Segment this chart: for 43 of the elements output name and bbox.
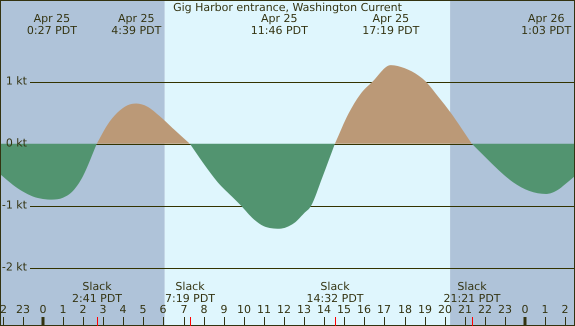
annotation: Slack 14:32 PDT [306, 280, 364, 305]
chart-title: Gig Harbor entrance, Washington Current [173, 0, 403, 14]
x-tick-label: 18 [398, 302, 412, 316]
annotation: Apr 25 4:39 PDT [111, 12, 162, 37]
annotation: Apr 25 17:19 PDT [362, 12, 420, 37]
x-tick-label: 11 [257, 302, 271, 316]
x-tick-label: 0 [522, 302, 528, 316]
x-tick-label: 1 [60, 302, 66, 316]
x-tick-label: 16 [357, 302, 371, 316]
x-tick-label: 14 [317, 302, 331, 316]
x-tick-label: 2 [0, 302, 7, 316]
y-tick-label: -2 kt [2, 260, 28, 274]
annotation: Apr 26 1:03 PDT [521, 12, 572, 37]
x-tick-label: 3 [100, 302, 106, 316]
y-tick-label: -1 kt [2, 198, 28, 212]
x-tick-label: 0 [40, 302, 46, 316]
x-tick-label: 22 [478, 302, 492, 316]
y-tick-label: 0 kt [6, 136, 28, 150]
x-tick-label: 10 [237, 302, 251, 316]
x-tick-label: 1 [542, 302, 548, 316]
x-tick-label: 13 [297, 302, 311, 316]
x-tick-label: 15 [337, 302, 351, 316]
x-tick-label: 8 [200, 302, 208, 316]
x-tick-label: 6 [160, 302, 166, 316]
x-tick-label: 4 [120, 302, 126, 316]
annotation: Apr 25 0:27 PDT [26, 12, 78, 37]
x-tick-label: 2 [562, 302, 568, 316]
annotation: Slack 2:41 PDT [72, 280, 122, 305]
x-tick-label: 17 [377, 302, 391, 316]
annotation: Apr 25 11:46 PDT [250, 12, 308, 37]
x-tick-label: 9 [220, 302, 228, 316]
x-tick-label: 20 [438, 302, 452, 316]
x-tick-label: 2 [80, 302, 86, 316]
y-tick-label: 1 kt [6, 74, 28, 88]
x-tick-label: 7 [180, 302, 188, 316]
annotation: Slack 7:19 PDT [164, 280, 216, 305]
x-tick-label: 19 [418, 302, 432, 316]
x-tick-label: 21 [458, 302, 472, 316]
x-tick-label: 5 [140, 302, 146, 316]
x-tick-label: 23 [16, 302, 30, 316]
annotation: Slack 21:21 PDT [443, 280, 501, 305]
x-tick-label: 23 [498, 302, 512, 316]
x-tick-label: 12 [277, 302, 291, 316]
